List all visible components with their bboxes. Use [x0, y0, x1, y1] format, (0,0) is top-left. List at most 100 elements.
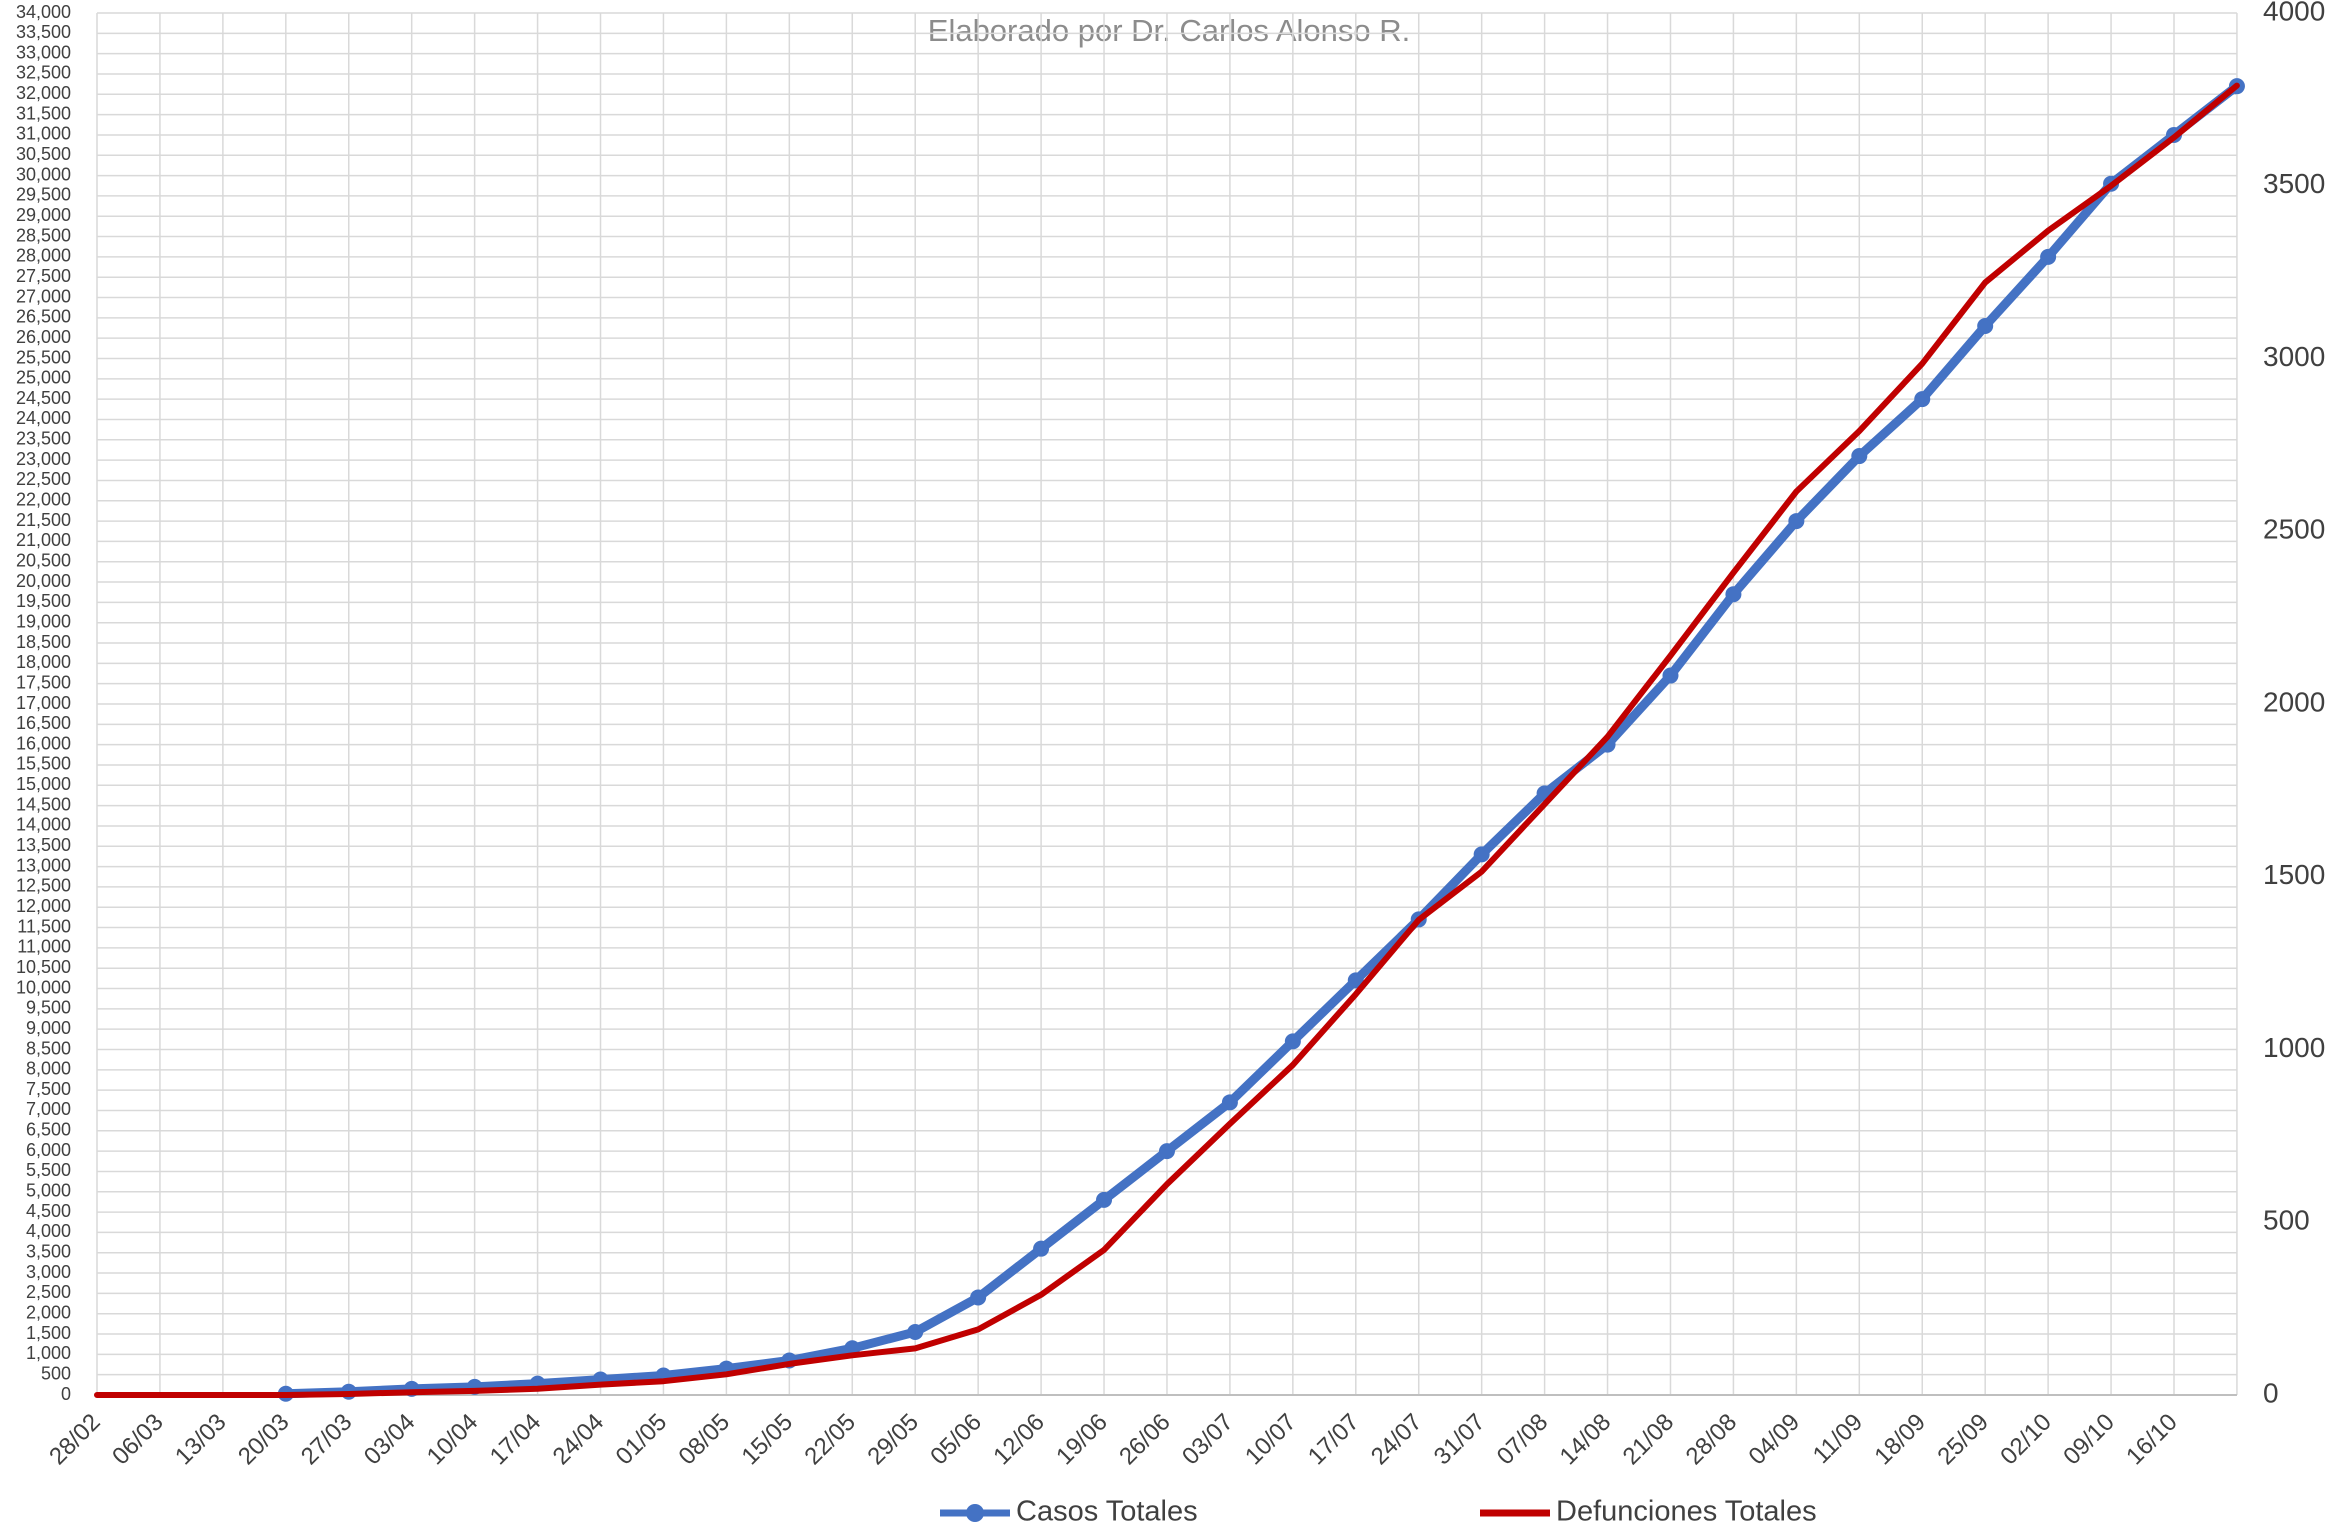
legend-marker: [966, 1504, 984, 1522]
y-tick-label: 21,000: [16, 530, 71, 550]
x-tick-label: 05/06: [925, 1409, 987, 1471]
chart-subtitle: Elaborado por Dr. Carlos Alonso R.: [928, 13, 1410, 48]
data-point: [1788, 513, 1805, 530]
y-tick-label: 14,000: [16, 815, 71, 835]
y-tick-label: 2,500: [26, 1282, 71, 1302]
y-tick-label: 27,000: [16, 286, 71, 306]
y-tick-label: 9,000: [26, 1018, 71, 1038]
x-tick-label: 01/05: [611, 1409, 673, 1471]
y-tick-label: 32,000: [16, 83, 71, 103]
y-tick-label: 28,500: [16, 225, 71, 245]
y-tick-label: 3,500: [26, 1241, 71, 1261]
y2-tick-label: 3000: [2263, 341, 2325, 372]
y-tick-label: 30,500: [16, 144, 71, 164]
y2-tick-label: 2500: [2263, 514, 2325, 545]
data-point: [1347, 972, 1364, 989]
x-tick-label: 22/05: [799, 1409, 861, 1471]
y-tick-label: 8,500: [26, 1038, 71, 1058]
y2-tick-label: 3500: [2263, 168, 2325, 199]
data-point: [1725, 586, 1742, 603]
y-tick-label: 29,500: [16, 185, 71, 205]
y-tick-label: 17,000: [16, 693, 71, 713]
x-tick-label: 14/08: [1555, 1409, 1617, 1471]
y-tick-label: 7,000: [26, 1099, 71, 1119]
y-tick-label: 25,000: [16, 368, 71, 388]
y-tick-label: 5,000: [26, 1181, 71, 1201]
y-tick-label: 30,000: [16, 164, 71, 184]
legend-label: Casos Totales: [1016, 1496, 1198, 1528]
x-tick-label: 24/04: [548, 1409, 610, 1471]
y-tick-label: 32,500: [16, 63, 71, 83]
data-point: [907, 1323, 924, 1340]
x-tick-label: 31/07: [1429, 1409, 1491, 1471]
y-tick-label: 22,000: [16, 490, 71, 510]
y-tick-label: 28,000: [16, 246, 71, 266]
y-tick-label: 3,000: [26, 1262, 71, 1282]
y-tick-label: 8,000: [26, 1059, 71, 1079]
y-tick-label: 24,500: [16, 388, 71, 408]
y-tick-label: 4,500: [26, 1201, 71, 1221]
data-point: [1977, 317, 1994, 334]
y-tick-label: 10,000: [16, 977, 71, 997]
y-tick-label: 14,500: [16, 794, 71, 814]
y-tick-label: 1,500: [26, 1323, 71, 1343]
y-tick-label: 22,500: [16, 469, 71, 489]
x-tick-label: 09/10: [2058, 1409, 2120, 1471]
y-tick-label: 34,000: [16, 2, 71, 22]
x-tick-label: 20/03: [233, 1409, 295, 1471]
y2-tick-label: 0: [2263, 1377, 2279, 1408]
y-tick-label: 20,500: [16, 550, 71, 570]
y-tick-label: 12,000: [16, 896, 71, 916]
y-tick-label: 20,000: [16, 571, 71, 591]
y-tick-label: 16,500: [16, 713, 71, 733]
data-point: [2040, 248, 2057, 265]
x-tick-label: 03/04: [359, 1409, 421, 1471]
x-tick-label: 24/07: [1366, 1409, 1428, 1471]
series-line: [94, 82, 2240, 1398]
x-tick-label: 08/05: [674, 1409, 736, 1471]
x-tick-label: 07/08: [1492, 1409, 1554, 1471]
x-tick-label: 26/06: [1114, 1409, 1176, 1471]
y-tick-label: 18,500: [16, 632, 71, 652]
x-tick-label: 10/04: [422, 1409, 484, 1471]
x-tick-label: 25/09: [1932, 1409, 1994, 1471]
y-tick-label: 12,500: [16, 876, 71, 896]
y-tick-label: 1,000: [26, 1343, 71, 1363]
y-tick-label: 15,000: [16, 774, 71, 794]
y-tick-label: 33,500: [16, 22, 71, 42]
series-line: [281, 81, 2242, 1399]
x-tick-label: 21/08: [1618, 1409, 1680, 1471]
x-tick-label: 10/07: [1240, 1409, 1302, 1471]
data-point: [1662, 667, 1679, 684]
x-tick-label: 11/09: [1808, 1409, 1868, 1469]
y-tick-label: 33,000: [16, 42, 71, 62]
y-tick-label: 24,000: [16, 408, 71, 428]
x-tick-label: 12/06: [988, 1409, 1050, 1471]
data-point: [1158, 1143, 1175, 1160]
x-tick-label: 27/03: [296, 1409, 358, 1471]
y-tick-label: 26,000: [16, 327, 71, 347]
x-tick-label: 29/05: [862, 1409, 924, 1471]
data-point: [1851, 448, 1868, 465]
x-tick-label: 02/10: [1995, 1409, 2057, 1471]
y2-tick-label: 1500: [2263, 859, 2325, 890]
y-tick-label: 10,500: [16, 957, 71, 977]
y-tick-label: 13,000: [16, 855, 71, 875]
y-tick-label: 23,000: [16, 449, 71, 469]
y-tick-label: 19,500: [16, 591, 71, 611]
y-tick-label: 23,500: [16, 429, 71, 449]
y-tick-label: 9,500: [26, 998, 71, 1018]
y-tick-label: 15,500: [16, 754, 71, 774]
y-tick-label: 25,500: [16, 347, 71, 367]
y2-tick-label: 2000: [2263, 686, 2325, 717]
y-tick-label: 29,000: [16, 205, 71, 225]
y2-tick-label: 4000: [2263, 0, 2325, 26]
y-tick-label: 4,000: [26, 1221, 71, 1241]
data-point: [970, 1289, 987, 1306]
y-tick-label: 5,500: [26, 1160, 71, 1180]
data-point: [1473, 846, 1490, 863]
x-tick-label: 03/07: [1177, 1409, 1239, 1471]
y-tick-label: 6,000: [26, 1140, 71, 1160]
